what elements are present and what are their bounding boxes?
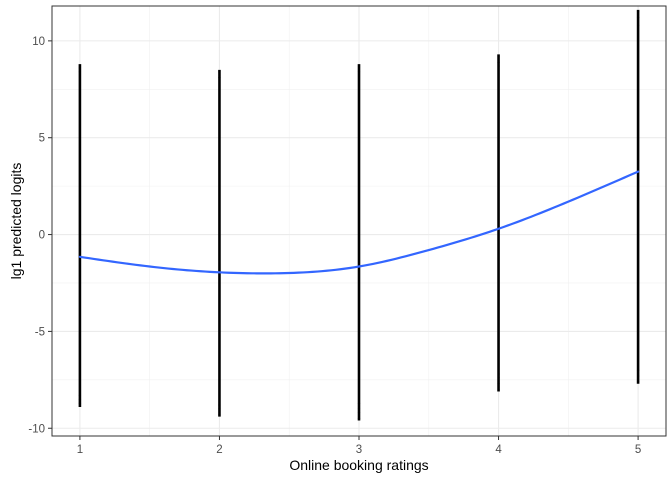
data-point [497, 55, 500, 58]
y-axis-ticks: -10 -5 0 5 10 [28, 36, 52, 435]
data-point [497, 376, 500, 379]
data-point [218, 403, 221, 407]
x-tick-label: 1 [77, 444, 83, 456]
data-point [497, 382, 500, 385]
y-tick-label: 10 [32, 36, 45, 48]
points-layer [78, 9, 640, 421]
x-axis-ticks: 1 2 3 4 5 [77, 436, 641, 456]
data-point [357, 417, 361, 420]
y-axis-title: lg1 predicted logits [8, 163, 24, 280]
y-tick-label: 0 [39, 230, 45, 242]
y-tick-label: -5 [35, 326, 45, 338]
data-point [218, 70, 221, 73]
data-point [218, 76, 221, 79]
data-point [636, 369, 640, 372]
data-point [78, 401, 82, 405]
data-point [636, 10, 640, 13]
data-point [357, 64, 361, 68]
data-point [497, 388, 500, 391]
data-point [497, 372, 500, 376]
data-point [636, 24, 640, 27]
data-point [357, 407, 361, 410]
data-point [636, 374, 640, 378]
x-tick-label: 2 [216, 444, 222, 456]
data-point [357, 401, 361, 405]
data-point [78, 66, 82, 70]
data-point [218, 407, 221, 410]
x-tick-label: 5 [635, 444, 641, 456]
data-point [636, 380, 640, 383]
x-tick-label: 4 [495, 444, 502, 456]
data-point [78, 70, 82, 73]
x-axis-title: Online booking ratings [289, 457, 428, 473]
data-point [636, 16, 640, 19]
data-point [497, 64, 500, 68]
data-point [78, 394, 82, 397]
data-point [78, 398, 82, 401]
data-point [357, 411, 361, 414]
smooth-curve [78, 170, 640, 275]
data-point [357, 70, 361, 73]
y-tick-label: -10 [28, 423, 45, 435]
data-point [497, 61, 500, 64]
x-tick-label: 3 [356, 444, 362, 456]
y-tick-label: 5 [39, 133, 45, 145]
smooth-layer [78, 170, 640, 275]
data-point [218, 413, 221, 416]
